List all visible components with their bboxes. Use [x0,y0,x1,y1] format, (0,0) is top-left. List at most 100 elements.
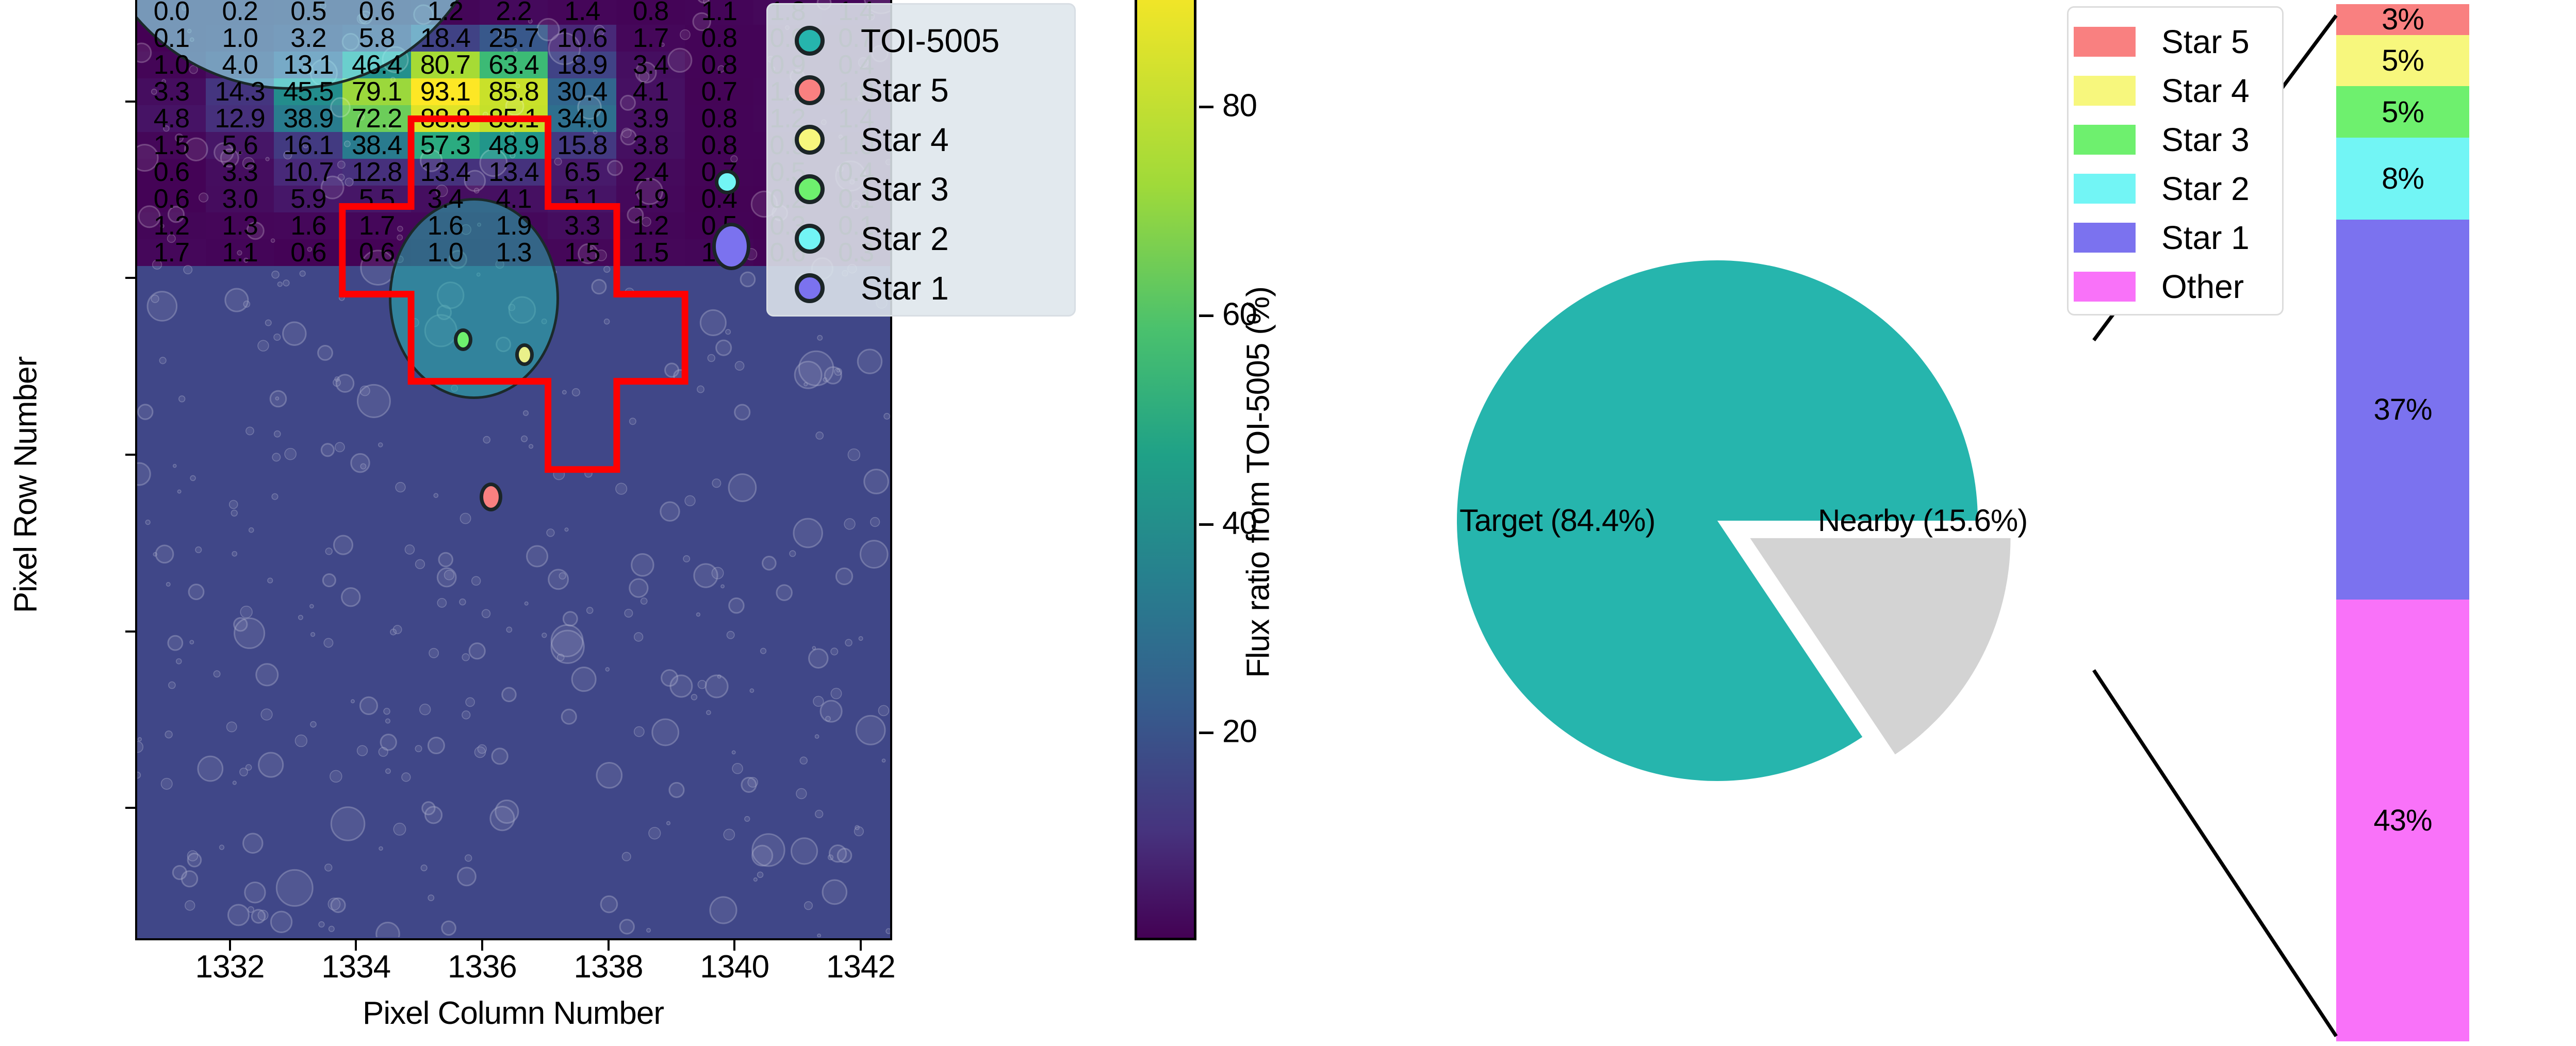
heatmap-cell-value: 12.9 [215,104,265,134]
heatmap-cell-value: 1.7 [153,238,190,268]
heatmap-cell: 2.4 [616,159,685,186]
stacked-bar-segment-label: 5% [2382,95,2424,129]
heatmap-cell: 1.0 [137,52,206,78]
stacked-bar-segment-label: 37% [2373,393,2432,427]
heatmap-cell-value: 0.6 [358,0,395,26]
stacked-bar-legend-label: Star 1 [2161,219,2250,256]
pie-slice-label-target: Target (84.4%) [1459,503,1656,538]
heatmap-cell: 0.6 [137,159,206,186]
heatmap-cell: 3.9 [616,105,685,132]
heatmap-y-axis-label: Pixel Row Number [8,356,44,613]
heatmap-cell: 16.1 [274,132,343,159]
heatmap-cell: 5.6 [205,130,274,160]
heatmap-cell-value: 0.6 [153,157,190,187]
heatmap-cell: 88.8 [411,105,480,132]
legend-swatch-icon [2074,173,2136,204]
heatmap-cell: 1.3 [479,239,548,266]
heatmap-cell: 13.4 [479,159,548,186]
heatmap-cell: 0.2 [205,0,274,25]
heatmap-cell-value: 1.5 [153,130,190,160]
heatmap-x-axis-label: Pixel Column Number [363,995,664,1031]
heatmap-cell-value: 13.4 [420,157,471,187]
pie-slice-label-nearby: Nearby (15.6%) [1818,503,2028,538]
heatmap-cell-value: 85.1 [488,104,539,134]
legend-swatch-icon [2074,75,2136,106]
heatmap-cell-value: 0.7 [701,77,737,107]
stacked-bar-legend-item: Star 4 [2069,66,2282,115]
heatmap-cell-value: 1.2 [153,211,190,241]
heatmap-cell-value: 57.3 [420,130,471,160]
heatmap-cell-value: 1.6 [427,211,464,241]
stacked-bar-segment: 5% [2336,86,2469,138]
heatmap-cell-value: 15.8 [557,130,608,160]
stacked-bar-segment-label: 5% [2382,44,2424,78]
heatmap-cell-value: 0.6 [153,184,190,214]
heatmap-legend-label: Star 5 [861,72,949,109]
heatmap-cell-value: 0.6 [358,238,395,268]
heatmap-cell: 0.6 [342,239,411,266]
heatmap-cell-value: 80.7 [420,50,471,80]
heatmap-cell: 4.0 [205,52,274,78]
heatmap-cell-value: 13.1 [283,50,334,80]
heatmap-cell: 1.7 [616,25,685,52]
heatmap-cell: 46.4 [342,52,411,78]
heatmap-cell-value: 1.4 [564,0,600,26]
heatmap-cell: 63.4 [479,52,548,78]
y-tick-mark [125,807,136,809]
heatmap-cell: 5.8 [342,25,411,52]
heatmap-cell-value: 2.4 [632,157,669,187]
heatmap-cell: 3.4 [616,52,685,78]
stacked-bar-legend-label: Star 5 [2161,23,2250,60]
heatmap-cell-value: 14.3 [215,77,265,107]
y-tick-mark [125,100,136,103]
legend-marker-icon [795,174,825,204]
y-tick-mark [125,277,136,279]
heatmap-cell-value: 38.9 [283,104,334,134]
legend-marker-icon [795,125,825,155]
stacked-bar-legend-item: Star 5 [2069,17,2282,66]
heatmap-cell-value: 1.2 [427,0,464,26]
heatmap-cell: 1.0 [205,25,274,52]
heatmap-cell-value: 0.6 [290,238,326,268]
heatmap-cell: 1.1 [205,239,274,266]
colorbar-tick-label: 80 [1222,88,1257,124]
heatmap-cell-value: 5.9 [290,184,326,214]
heatmap-cell: 15.8 [548,130,617,160]
heatmap-cell-value: 34.0 [557,104,608,134]
heatmap-cell-value: 2.2 [496,0,532,26]
heatmap-cell-value: 5.1 [564,184,600,214]
stacked-bar-legend-item: Star 1 [2069,213,2282,262]
heatmap-cell: 1.9 [479,212,548,239]
heatmap-cell-value: 3.0 [222,184,258,214]
heatmap-legend-item: Star 4 [781,115,1061,164]
colorbar-tick-label: 20 [1222,713,1257,750]
heatmap-cell: 1.4 [548,0,617,26]
heatmap-cell: 48.9 [479,132,548,159]
stacked-bar-segment: 3% [2336,3,2469,36]
heatmap-cell: 1.7 [137,239,206,266]
heatmap-legend-label: Star 1 [861,270,949,307]
heatmap-cell-value: 0.8 [632,0,669,26]
heatmap-cell-value: 0.0 [153,0,190,26]
heatmap-cell-value: 5.6 [222,130,258,160]
heatmap-cell: 1.1 [684,0,753,25]
heatmap-cell: 0.8 [616,0,685,25]
heatmap-cell: 0.6 [342,0,411,25]
stacked-bar-segment: 5% [2336,35,2469,87]
stacked-bar-segment-label: 43% [2373,804,2432,838]
heatmap-cell-value: 93.1 [420,77,471,107]
heatmap-panel: Pixel Row Number Pixel Column Number 684… [0,0,1114,1046]
star2-marker [715,170,740,194]
heatmap-cell: 4.8 [137,105,206,132]
heatmap-cell-value: 1.0 [427,238,464,268]
heatmap-cell: 1.6 [411,212,480,239]
heatmap-cell: 57.3 [411,132,480,159]
x-tick-mark [481,940,483,951]
legend-marker-icon [795,75,825,105]
heatmap-legend-label: Star 2 [861,220,949,257]
stacked-bar-legend-label: Star 2 [2161,170,2250,207]
heatmap-cell-value: 3.4 [632,50,669,80]
heatmap-cell-value: 1.6 [290,211,326,241]
heatmap-cell-value: 10.7 [283,157,334,187]
heatmap-cell-value: 3.3 [153,77,190,107]
